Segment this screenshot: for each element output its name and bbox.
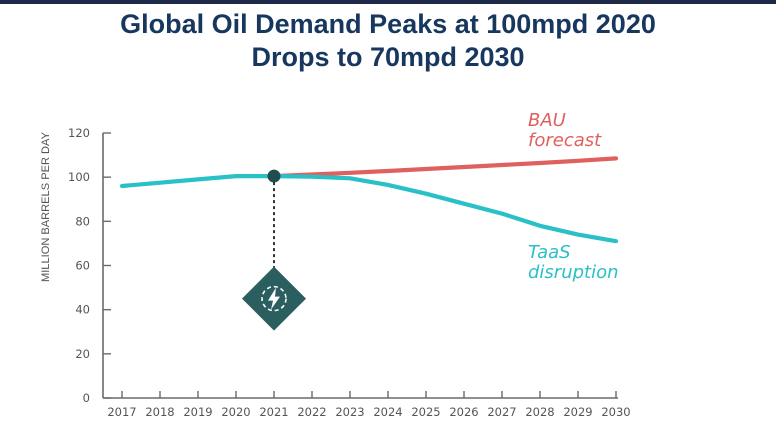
bolt-ring	[261, 285, 287, 312]
x-tick-label: 2030	[601, 405, 630, 419]
y-tick-label: 20	[75, 347, 90, 361]
series-label-taas-disruption: TaaS disruption	[528, 242, 619, 283]
series-lines	[119, 156, 619, 244]
x-tick-label: 2025	[411, 405, 440, 419]
x-tick-label: 2023	[335, 405, 364, 419]
peak-marker-dot	[267, 169, 281, 183]
y-tick-label: 40	[75, 303, 90, 317]
series-line-taas-disruption	[119, 174, 619, 244]
y-tick-label: 0	[83, 391, 90, 405]
lightning-icon	[242, 266, 306, 331]
y-tick-label: 60	[75, 259, 90, 273]
axes	[102, 132, 618, 399]
lightning-bolt	[268, 287, 280, 310]
series-label-line: BAU	[528, 110, 566, 131]
y-axis-label: MILLION BARRELS PER DAY	[40, 131, 52, 282]
series-label-bau-forecast: BAU forecast	[528, 110, 602, 151]
x-tick-label: 2027	[487, 405, 516, 419]
annotations	[242, 169, 306, 331]
x-tick-label: 2029	[563, 405, 592, 419]
y-tick-label: 100	[68, 170, 90, 184]
y-tick-label: 80	[75, 214, 90, 228]
x-tick-label: 2021	[259, 405, 288, 419]
series-label-line: TaaS	[528, 242, 571, 263]
y-tick-label: 120	[68, 126, 90, 140]
x-tick-label: 2017	[107, 405, 136, 419]
series-label-line: forecast	[528, 130, 602, 151]
y-tick-labels: 0 20 40 60 80 100 120	[68, 126, 90, 405]
x-tick-label: 2018	[145, 405, 174, 419]
x-tick-labels: 2017 2018 2019 2020 2021 2022 2023 2024 2025 2026…	[107, 405, 630, 419]
series-line-bau-forecast	[271, 156, 619, 179]
top-border	[0, 0, 776, 4]
x-tick-label: 2026	[449, 405, 478, 419]
x-tick-label: 2019	[183, 405, 212, 419]
x-tick-label: 2024	[373, 405, 402, 419]
x-tick-label: 2020	[221, 405, 250, 419]
x-tick-label: 2022	[297, 405, 326, 419]
title-line-2: Drops to 70mpd 2030	[251, 42, 525, 72]
series-label-line: disruption	[528, 262, 619, 283]
series-labels: BAU forecast TaaS disruption	[528, 110, 619, 283]
x-tick-label: 2028	[525, 405, 554, 419]
chart-title: Global Oil Demand Peaks at 100mpd 2020 D…	[0, 8, 776, 74]
title-line-1: Global Oil Demand Peaks at 100mpd 2020	[120, 9, 656, 39]
